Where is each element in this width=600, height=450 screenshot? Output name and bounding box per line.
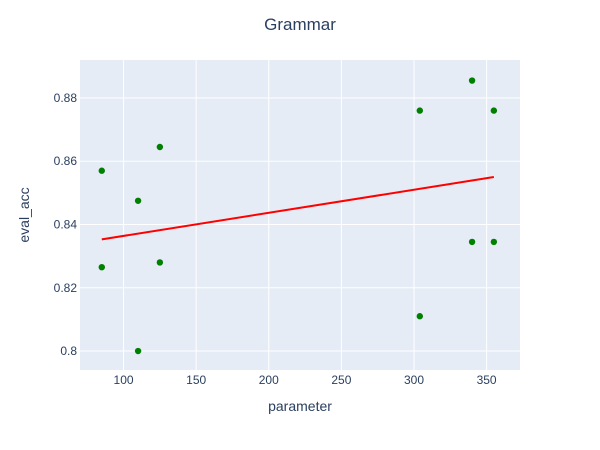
y-tick-label: 0.8 xyxy=(60,344,77,358)
x-tick-label: 100 xyxy=(114,373,134,387)
y-axis-ticks: 0.8 0.82 0.84 0.86 0.88 xyxy=(54,91,78,358)
data-point xyxy=(156,259,164,266)
x-tick-label: 200 xyxy=(259,373,279,387)
data-point xyxy=(134,347,142,355)
chart-title: Grammar xyxy=(264,15,336,34)
y-tick-label: 0.88 xyxy=(54,91,78,105)
grid-lines xyxy=(80,60,520,370)
data-point xyxy=(490,238,498,246)
data-point xyxy=(416,107,424,114)
data-point xyxy=(490,107,498,114)
data-point xyxy=(134,197,142,204)
data-point xyxy=(156,143,164,151)
data-point xyxy=(468,238,476,246)
x-tick-label: 250 xyxy=(331,373,351,387)
y-tick-label: 0.82 xyxy=(54,281,78,295)
x-tick-label: 300 xyxy=(404,373,424,387)
data-point xyxy=(416,313,424,320)
y-tick-label: 0.86 xyxy=(54,154,78,168)
data-point xyxy=(98,167,105,174)
plot-area xyxy=(80,60,520,370)
data-point xyxy=(468,77,476,84)
x-axis-title: parameter xyxy=(268,398,332,414)
x-tick-label: 150 xyxy=(186,373,206,387)
y-axis-title: eval_acc xyxy=(16,187,32,242)
data-point xyxy=(98,263,105,271)
x-axis-ticks: 100 150 200 250 300 350 xyxy=(114,373,497,387)
series-layer xyxy=(98,77,498,355)
trend-line xyxy=(101,176,495,241)
y-tick-label: 0.84 xyxy=(54,217,78,231)
x-tick-label: 350 xyxy=(477,373,497,387)
